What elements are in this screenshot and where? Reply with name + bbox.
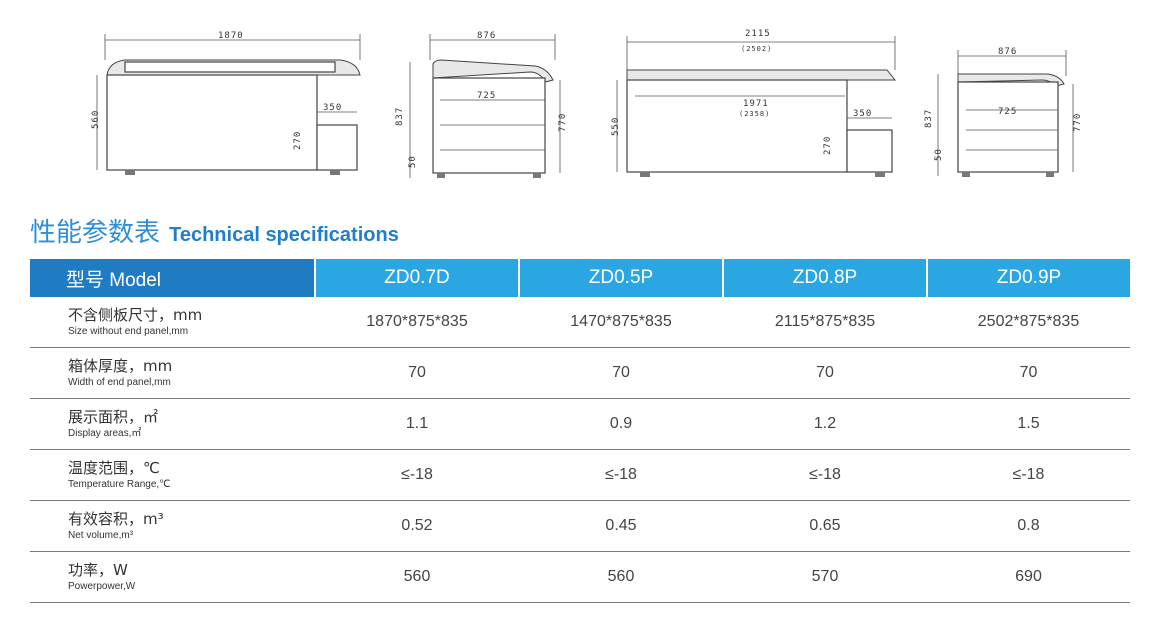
table-cell: 0.8 [927,500,1130,552]
dim-step: 350 [323,103,342,113]
row-label-cn: 不含侧板尺寸，mm [68,305,203,324]
table-header-row: 型号 Model ZD0.7D ZD0.5P ZD0.8P ZD0.9P [30,259,1130,297]
table-cell: 560 [519,551,723,603]
table-cell: 0.52 [315,500,519,552]
dim-overall-alt: (2502) [741,45,772,53]
table-cell: ≤-18 [723,449,927,501]
section-heading: 性能参数表 Technical specifications [30,212,399,249]
row-label-en: Powerpower,W [68,580,136,592]
header-model: ZD0.5P [518,259,723,297]
row-label: 不含侧板尺寸，mm Size without end panel,mm [30,297,315,348]
dim-height: 560 [91,110,101,129]
table-cell: 690 [927,551,1130,603]
dim-inner-alt: (2358) [739,110,770,118]
row-label: 温度范围，℃ Temperature Range,℃ [30,449,315,501]
row-label: 箱体厚度，mm Width of end panel,mm [30,347,315,399]
row-label: 展示面积，㎡ Display areas,㎡ [30,398,315,450]
dim-step-height: 270 [823,136,833,155]
table-cell: 70 [519,347,723,399]
table-cell: ≤-18 [315,449,519,501]
table-row: 功率，W Powerpower,W 560 560 570 690 [30,551,1130,603]
table-cell: 2502*875*835 [927,297,1130,348]
dim-overall: 1870 [218,31,244,41]
table-cell: ≤-18 [927,449,1130,501]
dim-foot: 50 [934,148,944,161]
side-view-drawing-1: 876 725 837 50 770 [395,31,568,178]
row-label: 有效容积，m³ Net volume,m³ [30,500,315,552]
table-cell: 0.65 [723,500,927,552]
table-cell: 1.5 [927,398,1130,450]
table-cell: 1870*875*835 [315,297,519,348]
row-label-cn: 功率，W [68,560,128,579]
row-label-en: Size without end panel,mm [68,325,189,337]
dim-height: 550 [611,117,621,136]
row-label: 功率，W Powerpower,W [30,551,315,603]
table-cell: 70 [723,347,927,399]
dim-full-height: 837 [395,107,405,126]
table-row: 展示面积，㎡ Display areas,㎡ 1.1 0.9 1.2 1.5 [30,398,1130,450]
dim-overall: 876 [477,31,496,41]
dim-height: 770 [1073,113,1083,132]
table-cell: 0.9 [519,398,723,450]
row-label-cn: 箱体厚度，mm [68,356,173,375]
spec-table: 型号 Model ZD0.7D ZD0.5P ZD0.8P ZD0.9P 不含侧… [30,259,1130,603]
table-cell: 570 [723,551,927,603]
row-label-cn: 有效容积，m³ [68,509,164,528]
row-label-en: Display areas,㎡ [68,427,142,439]
table-cell: 70 [927,347,1130,399]
header-model: ZD0.8P [722,259,927,297]
dim-inner: 725 [477,91,496,101]
table-cell: 1470*875*835 [519,297,723,348]
row-label-cn: 温度范围，℃ [68,458,160,477]
table-cell: 560 [315,551,519,603]
table-row: 不含侧板尺寸，mm Size without end panel,mm 1870… [30,297,1130,348]
header-model: ZD0.7D [314,259,519,297]
front-view-drawing-1: 1870 1720 350 560 270 [91,31,361,175]
table-cell: 70 [315,347,519,399]
table-cell: 2115*875*835 [723,297,927,348]
front-view-drawing-2: 2115 (2502) 1971 (2358) 350 550 270 [611,29,897,177]
row-label-en: Width of end panel,mm [68,376,171,388]
dim-overall: 876 [998,47,1017,57]
heading-en: Technical specifications [169,224,399,246]
dim-overall: 2115 [745,29,771,39]
row-label-en: Temperature Range,℃ [68,478,171,490]
table-cell: 0.45 [519,500,723,552]
dim-foot: 50 [408,155,418,168]
dim-step: 350 [853,109,872,119]
header-model: ZD0.9P [926,259,1130,297]
table-row: 有效容积，m³ Net volume,m³ 0.52 0.45 0.65 0.8 [30,500,1130,552]
row-label-en: Net volume,m³ [68,529,134,541]
dim-inner: 1971 [743,99,769,109]
table-row: 温度范围，℃ Temperature Range,℃ ≤-18 ≤-18 ≤-1… [30,449,1130,501]
table-cell: 1.1 [315,398,519,450]
side-view-drawing-2: 876 725 837 50 770 [924,47,1083,177]
table-cell: 1.2 [723,398,927,450]
dim-step-height: 270 [293,131,303,150]
row-label-cn: 展示面积，㎡ [68,407,159,426]
dim-inner: 725 [998,107,1017,117]
table-row: 箱体厚度，mm Width of end panel,mm 70 70 70 7… [30,347,1130,399]
header-model-label: 型号 Model [30,259,315,297]
technical-drawings: 1870 1720 350 560 270 876 725 837 50 770 [0,0,1158,200]
dim-height: 770 [558,113,568,132]
table-cell: ≤-18 [519,449,723,501]
dim-full-height: 837 [924,109,934,128]
heading-cn: 性能参数表 [30,218,161,248]
